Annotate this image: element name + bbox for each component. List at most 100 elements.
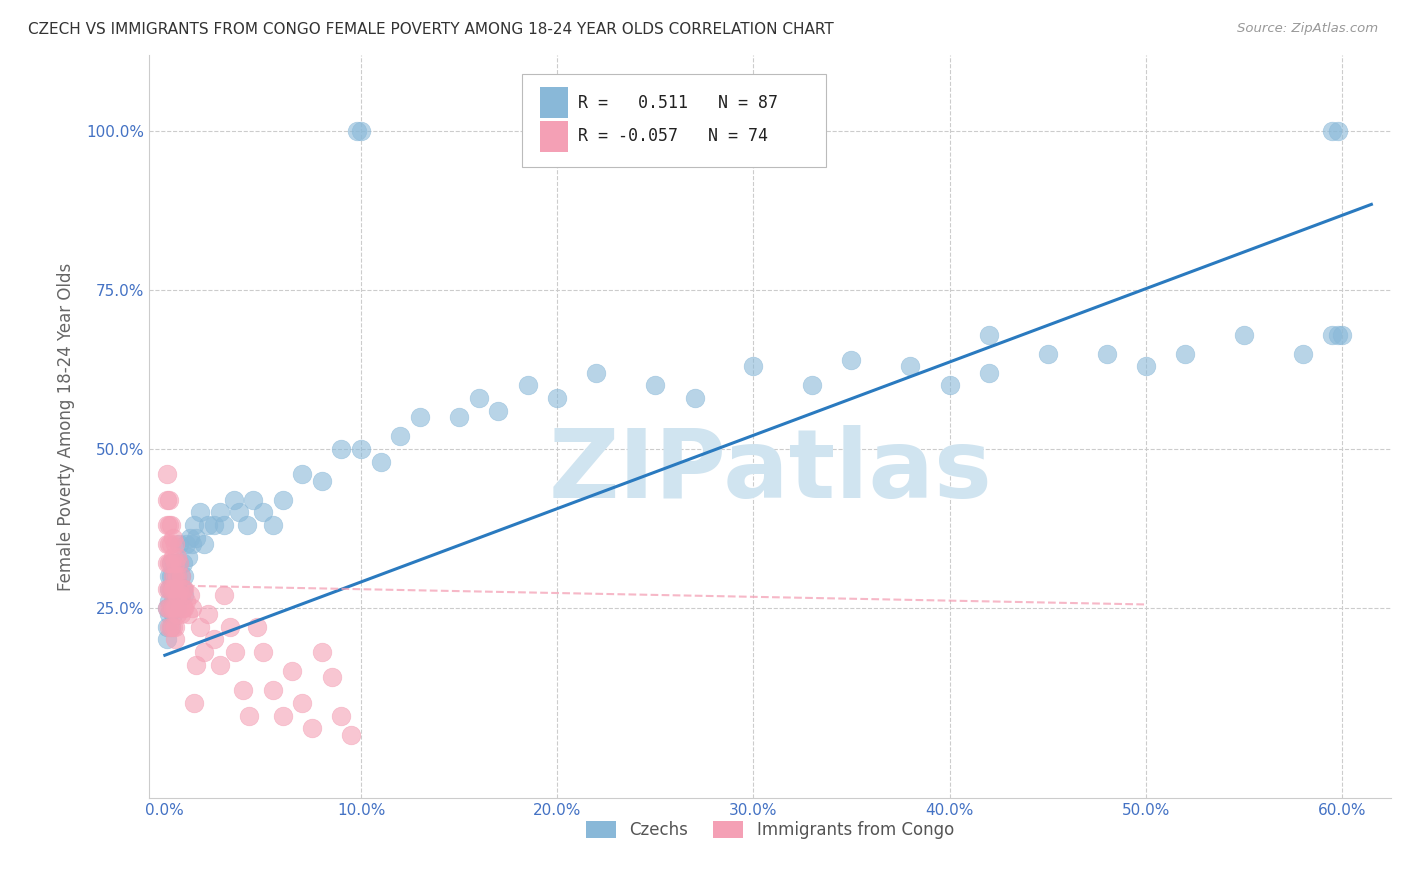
Point xyxy=(156,600,179,615)
Point xyxy=(236,518,259,533)
Point xyxy=(181,537,204,551)
Point xyxy=(163,600,186,615)
Point xyxy=(340,728,363,742)
Point xyxy=(159,582,181,596)
Point xyxy=(159,600,181,615)
Text: ZIPatlas: ZIPatlas xyxy=(548,425,993,517)
Point xyxy=(202,518,225,533)
Point xyxy=(176,594,198,608)
Point xyxy=(172,582,194,596)
Point xyxy=(742,359,765,374)
Point xyxy=(409,410,432,425)
Point xyxy=(546,391,568,405)
Point xyxy=(167,556,190,570)
Point xyxy=(156,492,179,507)
Point xyxy=(181,600,204,615)
Point xyxy=(162,582,184,596)
Point xyxy=(977,327,1000,342)
FancyBboxPatch shape xyxy=(522,74,825,167)
Point xyxy=(157,492,180,507)
Point xyxy=(177,549,200,564)
Point xyxy=(163,582,186,596)
Point xyxy=(449,410,471,425)
Point xyxy=(167,582,190,596)
Point xyxy=(389,429,412,443)
Point xyxy=(242,492,264,507)
FancyBboxPatch shape xyxy=(540,120,568,152)
Point xyxy=(159,556,181,570)
Point xyxy=(202,632,225,647)
Point xyxy=(208,657,231,672)
Point xyxy=(166,569,188,583)
Point xyxy=(167,537,190,551)
Point xyxy=(167,582,190,596)
Text: R =   0.511   N = 87: R = 0.511 N = 87 xyxy=(578,94,778,112)
Point xyxy=(938,378,960,392)
Y-axis label: Female Poverty Among 18-24 Year Olds: Female Poverty Among 18-24 Year Olds xyxy=(58,262,75,591)
Point xyxy=(162,582,184,596)
Point xyxy=(173,569,195,583)
Point xyxy=(162,569,184,583)
Point xyxy=(197,607,219,621)
Point xyxy=(193,537,215,551)
Point xyxy=(898,359,921,374)
Text: R = -0.057   N = 74: R = -0.057 N = 74 xyxy=(578,128,768,145)
Point xyxy=(183,696,205,710)
Point xyxy=(1174,346,1197,360)
Point xyxy=(167,600,190,615)
Text: CZECH VS IMMIGRANTS FROM CONGO FEMALE POVERTY AMONG 18-24 YEAR OLDS CORRELATION : CZECH VS IMMIGRANTS FROM CONGO FEMALE PO… xyxy=(28,22,834,37)
Point xyxy=(585,366,607,380)
Point xyxy=(162,556,184,570)
Point xyxy=(1330,327,1353,342)
Point xyxy=(162,600,184,615)
Point xyxy=(172,556,194,570)
Point xyxy=(516,378,538,392)
Point xyxy=(801,378,824,392)
Point xyxy=(156,632,179,647)
Point xyxy=(159,600,181,615)
Point xyxy=(177,607,200,621)
Point xyxy=(166,588,188,602)
Point xyxy=(163,620,186,634)
Point xyxy=(162,569,184,583)
Point xyxy=(173,588,195,602)
Point xyxy=(183,518,205,533)
Point xyxy=(157,594,180,608)
Point xyxy=(291,696,314,710)
Point xyxy=(169,588,191,602)
Point xyxy=(163,582,186,596)
Point xyxy=(173,600,195,615)
Point xyxy=(1233,327,1256,342)
Point xyxy=(156,518,179,533)
Point xyxy=(370,454,392,468)
Point xyxy=(157,582,180,596)
Point xyxy=(262,518,284,533)
Text: Source: ZipAtlas.com: Source: ZipAtlas.com xyxy=(1237,22,1378,36)
Point xyxy=(159,556,181,570)
Point xyxy=(169,607,191,621)
Point xyxy=(262,683,284,698)
Point xyxy=(157,537,180,551)
Point xyxy=(188,505,211,519)
Point xyxy=(157,607,180,621)
Point xyxy=(166,569,188,583)
Point xyxy=(311,474,333,488)
Point xyxy=(1036,346,1059,360)
Point xyxy=(291,467,314,482)
Point xyxy=(166,600,188,615)
Point xyxy=(271,708,294,723)
Point xyxy=(157,620,180,634)
Point xyxy=(683,391,706,405)
Point xyxy=(486,403,509,417)
Point xyxy=(218,620,240,634)
Point xyxy=(330,708,353,723)
Point xyxy=(179,588,201,602)
Point xyxy=(163,600,186,615)
Point xyxy=(301,721,323,735)
Point xyxy=(157,582,180,596)
Point xyxy=(163,569,186,583)
Point xyxy=(246,620,269,634)
Point xyxy=(176,537,198,551)
Point xyxy=(156,556,179,570)
Point xyxy=(157,518,180,533)
